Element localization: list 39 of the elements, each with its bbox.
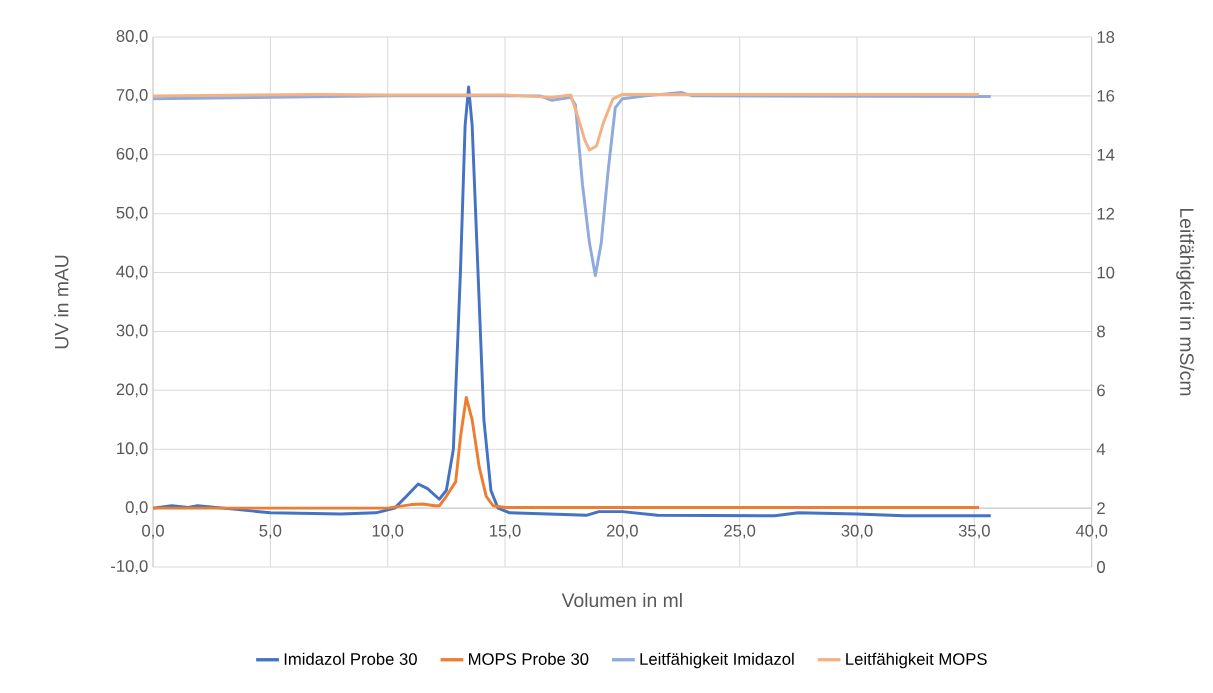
x-axis-title: Volumen in ml bbox=[561, 592, 682, 608]
x-tick-label: 0,0 bbox=[142, 524, 164, 539]
y-axis-title: UV in mAU bbox=[54, 255, 69, 349]
x-tick-label: 5,0 bbox=[259, 524, 282, 539]
y2-tick-label: 18 bbox=[1097, 31, 1115, 43]
y-tick-label: 40,0 bbox=[116, 265, 148, 280]
y-tick-label: 80,0 bbox=[116, 30, 148, 44]
x-tick-label: 30,0 bbox=[841, 524, 873, 539]
y-tick-label: 30,0 bbox=[116, 324, 148, 339]
y2-tick-label: 10 bbox=[1097, 266, 1115, 279]
y-tick-label: 70,0 bbox=[116, 89, 148, 103]
y2-tick-label: 8 bbox=[1097, 325, 1105, 338]
line-series bbox=[153, 85, 993, 518]
y2-tick-label: 0 bbox=[1097, 561, 1105, 573]
y2-tick-label: 12 bbox=[1097, 207, 1115, 220]
y-tick-label: 0,0 bbox=[125, 501, 148, 515]
y2-tick-label: 14 bbox=[1097, 149, 1115, 161]
y-tick-label: 20,0 bbox=[116, 383, 148, 398]
line-series bbox=[153, 395, 981, 510]
y2-tick-label: 16 bbox=[1097, 90, 1115, 102]
y-tick-label: -10,0 bbox=[111, 560, 148, 574]
y-tick-label: 50,0 bbox=[116, 206, 148, 221]
legend-label: Leitfähigkeit Imidazol bbox=[640, 652, 794, 669]
legend-label: MOPS Probe 30 bbox=[469, 652, 589, 665]
y2-tick-label: 4 bbox=[1096, 443, 1106, 455]
x-tick-label: 35,0 bbox=[958, 524, 990, 539]
legend-label: Leitfähigkeit MOPS bbox=[846, 652, 987, 669]
y2-tick-label: 2 bbox=[1097, 502, 1105, 514]
y-tick-label: 10,0 bbox=[117, 442, 148, 457]
x-tick-label: 10,0 bbox=[372, 524, 404, 539]
y-tick-label: 60,0 bbox=[116, 147, 148, 162]
x-tick-label: 40,0 bbox=[1075, 524, 1108, 539]
x-tick-label: 20,0 bbox=[606, 524, 638, 539]
x-tick-label: 25,0 bbox=[724, 524, 756, 539]
y2-tick-label: 6 bbox=[1097, 384, 1105, 397]
legend-label: Imidazol Probe 30 bbox=[284, 652, 417, 665]
y2-axis-title: Leitfähigkeit in mS/cm bbox=[1176, 209, 1195, 396]
line-series bbox=[153, 92, 981, 152]
x-tick-label: 15,0 bbox=[490, 524, 521, 539]
